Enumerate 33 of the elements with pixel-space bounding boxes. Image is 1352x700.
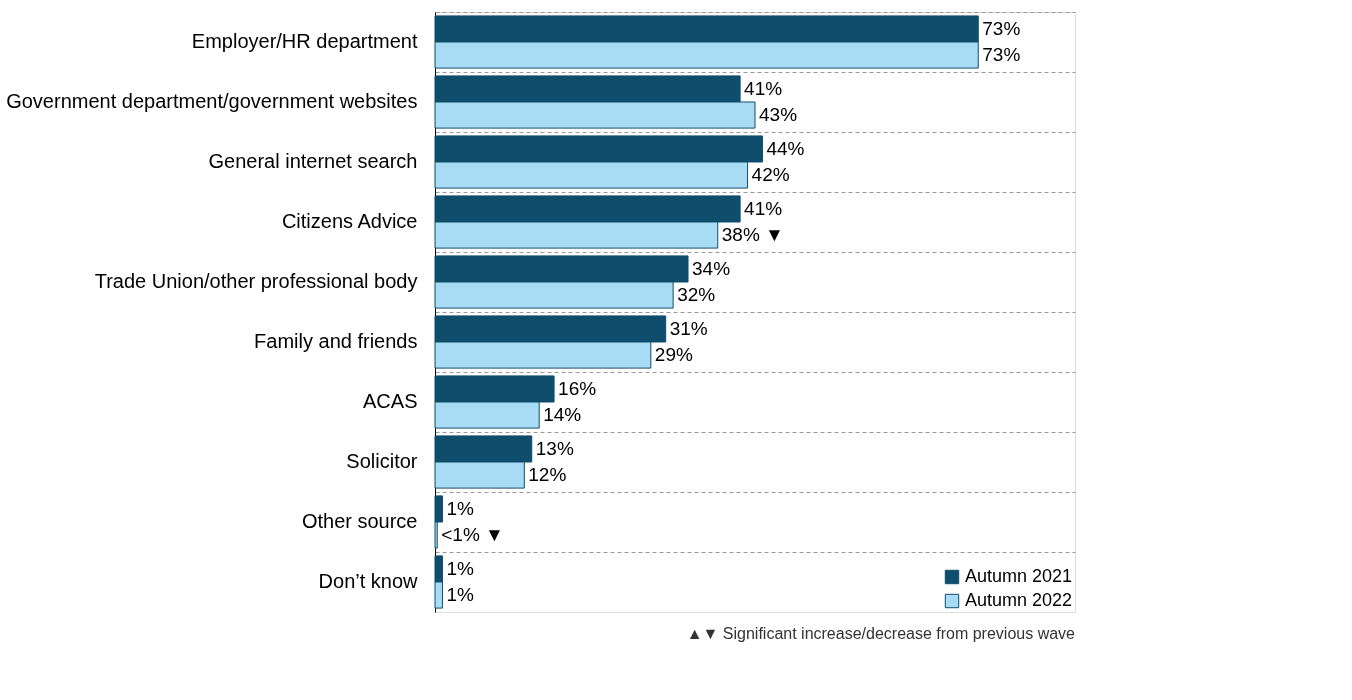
legend-label: Autumn 2022 <box>965 590 1073 610</box>
y-tick-label: Trade Union/other professional body <box>94 270 418 292</box>
data-label: 41% <box>744 77 783 99</box>
y-tick-label: Employer/HR department <box>191 30 418 52</box>
y-tick-label: Other source <box>301 510 418 532</box>
text: ▲▼ Significant increase/decrease from previous wave <box>686 625 1076 642</box>
y-tick-label: General internet search <box>208 150 418 172</box>
data-label: 38% ▼ <box>721 224 784 246</box>
y-tick-label: Family and friends <box>254 330 418 352</box>
data-label: 32% <box>677 284 716 306</box>
legend-label: Autumn 2021 <box>965 566 1073 586</box>
y-tick-label: Government department/government websites <box>6 90 418 112</box>
data-label: 31% <box>669 317 708 339</box>
data-label: 42% <box>751 164 790 186</box>
data-label: 13% <box>535 437 574 459</box>
y-tick-label: ACAS <box>363 390 418 412</box>
y-tick-label: Don’t know <box>318 570 419 592</box>
data-label: 1% <box>446 557 475 579</box>
data-label: 43% <box>759 104 798 126</box>
data-label: <1% ▼ <box>441 524 504 546</box>
data-label: 16% <box>558 377 597 399</box>
data-label: 73% <box>982 17 1021 39</box>
data-label: 12% <box>528 464 567 486</box>
data-label: 29% <box>654 344 693 366</box>
data-label: 1% <box>446 584 475 606</box>
data-label: 73% <box>982 44 1021 66</box>
data-label: 44% <box>766 137 805 159</box>
data-label: 34% <box>692 257 731 279</box>
data-label: 41% <box>744 197 783 219</box>
y-tick-label: Citizens Advice <box>281 210 418 232</box>
y-tick-label: Solicitor <box>346 450 418 472</box>
data-label: 1% <box>446 497 475 519</box>
data-label: 14% <box>543 404 582 426</box>
